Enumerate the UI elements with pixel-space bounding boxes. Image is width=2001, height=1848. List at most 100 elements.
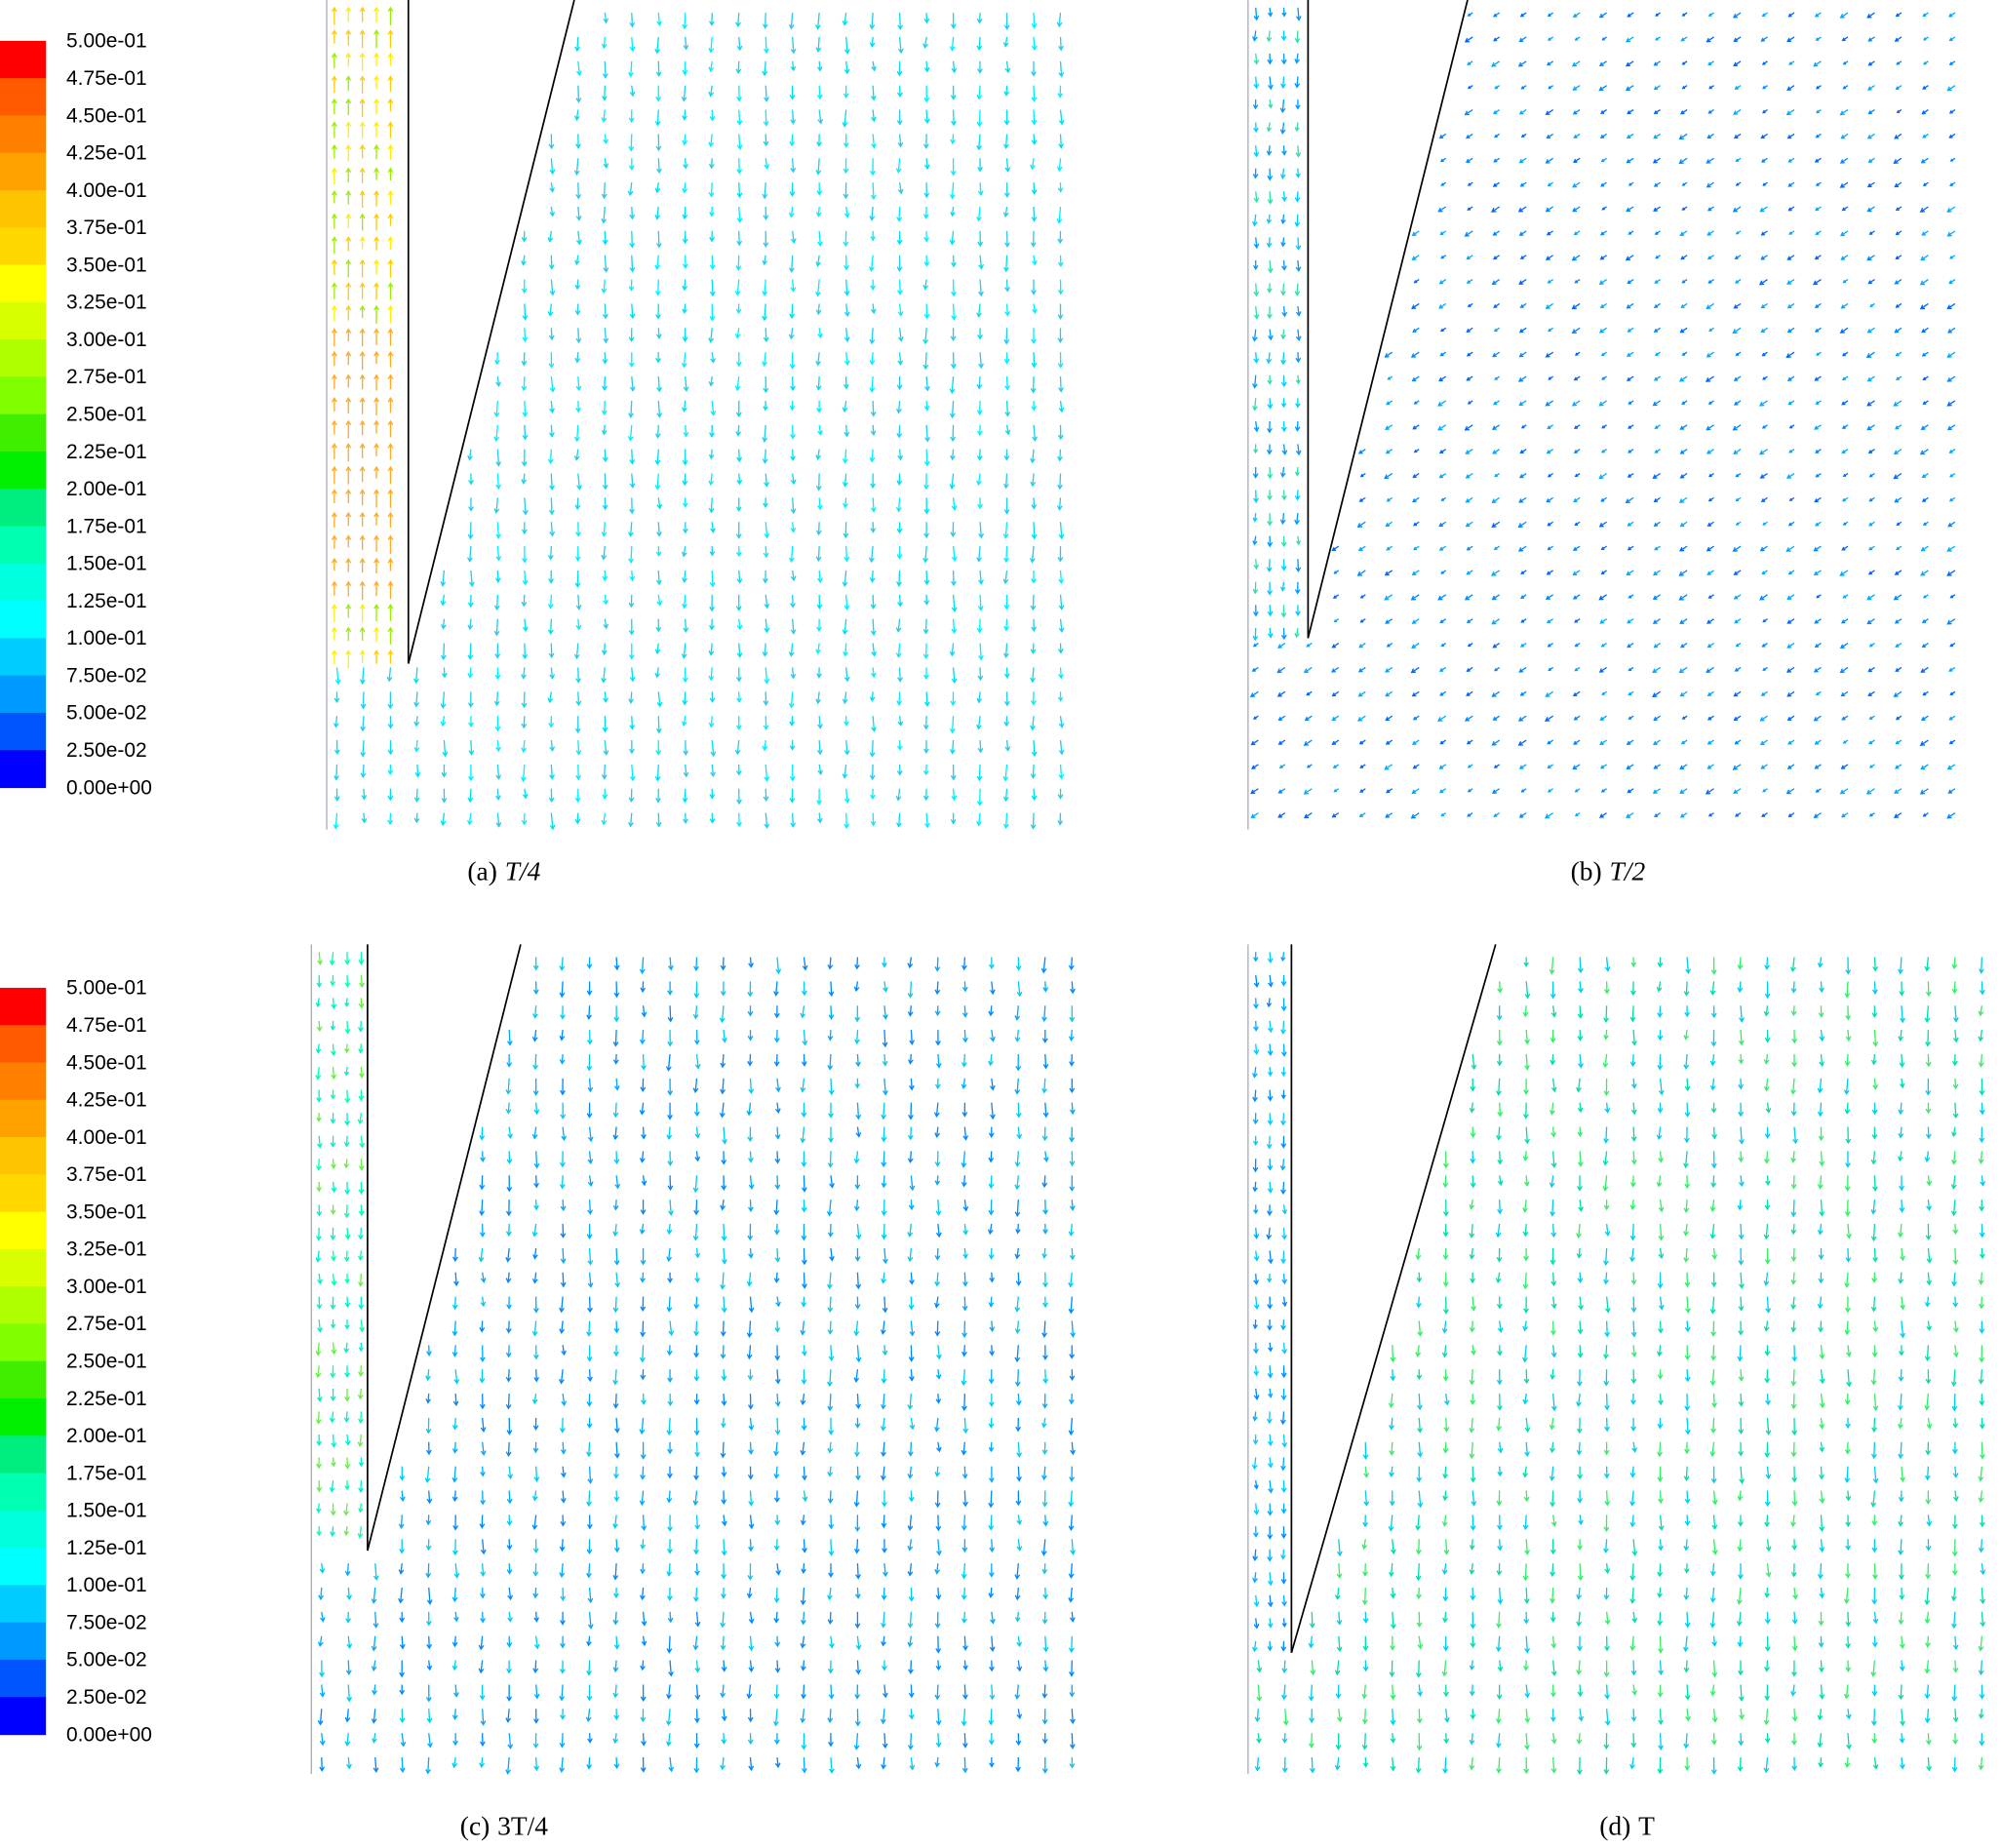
- velocity-vector: [372, 1733, 377, 1744]
- velocity-vector: [667, 1151, 674, 1166]
- velocity-vector: [1919, 302, 1929, 310]
- velocity-vector: [1056, 158, 1063, 173]
- velocity-vector: [1788, 60, 1795, 65]
- velocity-vector: [869, 255, 875, 272]
- velocity-vector: [977, 594, 984, 611]
- velocity-vector: [1839, 666, 1849, 674]
- velocity-vector: [495, 764, 502, 780]
- velocity-vector: [1268, 974, 1274, 988]
- velocity-vector: [560, 1199, 567, 1212]
- velocity-vector: [736, 158, 743, 175]
- velocity-vector: [1467, 12, 1473, 17]
- velocity-vector: [1604, 1223, 1611, 1238]
- velocity-vector: [359, 6, 366, 22]
- velocity-vector: [398, 1587, 404, 1604]
- velocity-vector: [1681, 279, 1688, 284]
- velocity-vector: [1763, 1053, 1770, 1065]
- velocity-vector: [976, 109, 983, 128]
- velocity-vector: [1069, 1684, 1076, 1698]
- velocity-vector: [440, 812, 447, 827]
- velocity-vector: [560, 1078, 566, 1096]
- velocity-vector: [1604, 1684, 1611, 1700]
- velocity-vector: [1578, 1514, 1584, 1526]
- velocity-vector: [1706, 666, 1714, 673]
- velocity-vector: [897, 303, 904, 317]
- velocity-vector: [1815, 690, 1822, 696]
- velocity-vector: [373, 374, 379, 391]
- velocity-vector: [359, 236, 366, 250]
- velocity-vector: [373, 604, 379, 622]
- velocity-vector: [358, 1457, 365, 1468]
- caption-time: T/4: [505, 857, 541, 886]
- velocity-vector: [1577, 1126, 1584, 1137]
- velocity-vector: [345, 98, 352, 116]
- velocity-vector: [330, 1365, 336, 1379]
- velocity-vector: [790, 60, 797, 72]
- velocity-vector: [1952, 1466, 1959, 1478]
- velocity-vector: [1707, 618, 1714, 624]
- velocity-vector: [575, 764, 582, 781]
- velocity-vector: [828, 981, 835, 998]
- velocity-vector: [315, 1250, 322, 1263]
- velocity-vector: [1469, 1660, 1475, 1671]
- velocity-vector: [1920, 424, 1929, 430]
- velocity-vector: [882, 1563, 888, 1578]
- velocity-vector: [1684, 1126, 1690, 1144]
- velocity-vector: [1872, 1611, 1879, 1625]
- velocity-vector: [1952, 1490, 1959, 1502]
- velocity-vector: [1790, 1175, 1797, 1190]
- velocity-vector: [747, 1224, 754, 1241]
- velocity-vector: [1280, 1640, 1287, 1652]
- velocity-vector: [507, 1126, 514, 1140]
- velocity-vector: [1630, 1394, 1636, 1405]
- velocity-vector: [1790, 1296, 1797, 1311]
- velocity-vector: [603, 691, 608, 704]
- velocity-vector: [360, 739, 367, 758]
- velocity-vector: [1253, 1342, 1259, 1355]
- velocity-vector: [493, 618, 500, 637]
- velocity-vector: [748, 957, 754, 968]
- velocity-vector: [344, 1020, 351, 1035]
- velocity-vector: [1630, 1320, 1637, 1338]
- velocity-vector: [1980, 1563, 1986, 1576]
- velocity-vector: [1603, 1030, 1609, 1041]
- velocity-vector: [1952, 1417, 1959, 1429]
- velocity-vector: [1002, 788, 1009, 803]
- velocity-vector: [934, 1175, 941, 1186]
- velocity-vector: [1790, 1514, 1796, 1528]
- velocity-vector: [1384, 570, 1393, 576]
- velocity-vector: [949, 182, 956, 200]
- velocity-vector: [1041, 1394, 1048, 1409]
- velocity-vector: [560, 1466, 567, 1478]
- velocity-vector: [1790, 1394, 1797, 1410]
- velocity-vector: [1390, 1345, 1396, 1363]
- velocity-vector: [1871, 1684, 1878, 1697]
- velocity-vector: [816, 134, 822, 147]
- velocity-vector: [373, 52, 379, 66]
- velocity-vector: [531, 1272, 538, 1284]
- velocity-vector: [479, 1394, 486, 1410]
- velocity-vector: [1267, 952, 1274, 963]
- velocity-vector: [628, 522, 634, 537]
- velocity-vector: [1790, 1151, 1797, 1163]
- velocity-vector: [359, 29, 366, 49]
- velocity-vector: [907, 1151, 914, 1164]
- velocity-vector: [1627, 643, 1634, 649]
- velocity-vector: [601, 182, 608, 200]
- velocity-vector: [1841, 400, 1849, 406]
- velocity-vector: [413, 667, 419, 685]
- velocity-vector: [1925, 1441, 1932, 1456]
- velocity-vector: [387, 29, 394, 49]
- velocity-vector: [735, 546, 742, 558]
- velocity-vector: [1523, 1490, 1530, 1503]
- velocity-vector: [1572, 690, 1581, 697]
- velocity-vector: [1309, 1611, 1315, 1629]
- velocity-vector: [452, 1247, 458, 1263]
- velocity-vector: [575, 618, 582, 631]
- velocity-vector: [800, 1441, 806, 1456]
- velocity-vector: [1495, 1223, 1502, 1239]
- velocity-vector: [1518, 812, 1527, 818]
- velocity-vector: [976, 134, 983, 151]
- velocity-vector: [1816, 594, 1822, 599]
